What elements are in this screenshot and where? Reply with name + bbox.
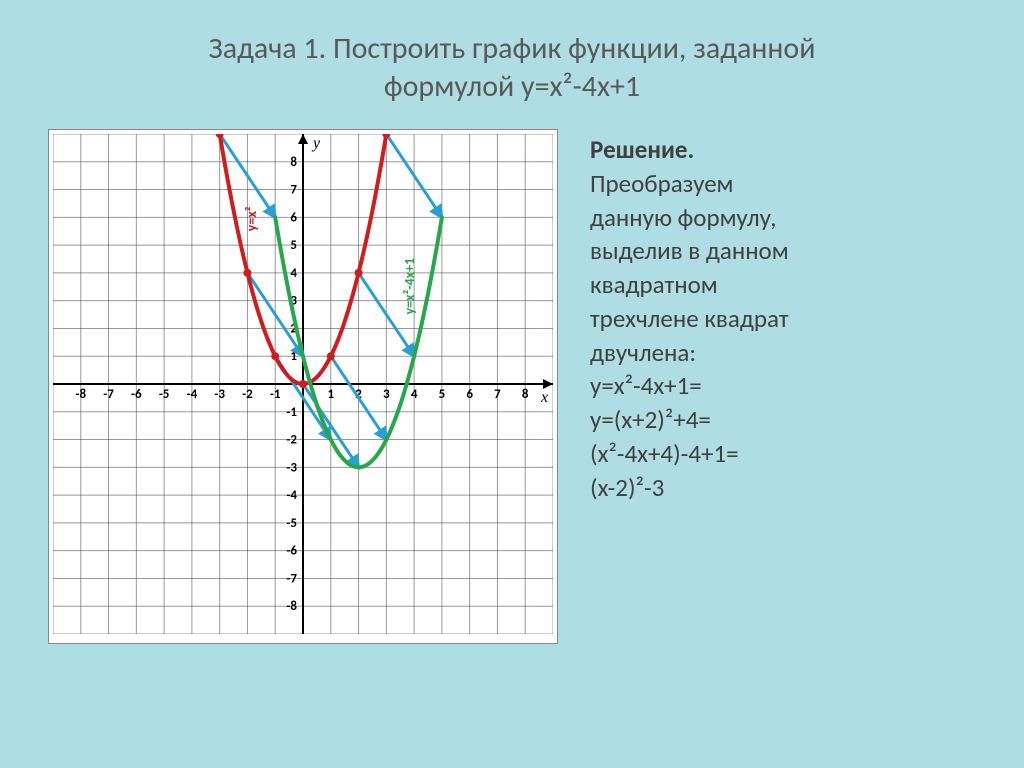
svg-text:8: 8 (290, 155, 297, 170)
svg-text:6: 6 (290, 210, 297, 225)
svg-text:x: x (540, 389, 548, 406)
solution-line: двучлена: (590, 336, 976, 370)
svg-text:4: 4 (290, 266, 297, 281)
svg-text:y=x²-4x+1: y=x²-4x+1 (401, 258, 418, 315)
svg-text:-3: -3 (286, 460, 297, 475)
solution-line: Преобразуем (590, 167, 976, 201)
svg-text:-4: -4 (187, 387, 198, 402)
solution-body: Преобразуемданную формулу,выделив в данн… (590, 167, 976, 505)
svg-text:1: 1 (327, 387, 334, 402)
svg-text:7: 7 (290, 183, 297, 198)
chart-container: -8-7-6-5-4-3-2-112345678-8-7-6-5-4-3-2-1… (48, 129, 558, 644)
svg-text:-4: -4 (286, 488, 297, 503)
solution-line: (x²-4x+4)-4+1= (590, 437, 976, 471)
solution-line: квадратном (590, 268, 976, 302)
title-line-2: формулой y=x²-4x+1 (48, 68, 976, 106)
svg-text:1: 1 (290, 349, 297, 364)
svg-text:-8: -8 (286, 599, 297, 614)
solution-line: трехчлене квадрат (590, 302, 976, 336)
svg-text:-3: -3 (214, 387, 225, 402)
svg-text:8: 8 (522, 387, 529, 402)
svg-text:-2: -2 (286, 433, 297, 448)
solution-line: y=(x+2)²+4= (590, 403, 976, 437)
svg-text:4: 4 (411, 387, 418, 402)
solution-line: y=x²-4x+1= (590, 369, 976, 403)
svg-text:-2: -2 (242, 387, 253, 402)
function-graph: -8-7-6-5-4-3-2-112345678-8-7-6-5-4-3-2-1… (53, 134, 553, 634)
svg-text:-8: -8 (75, 387, 86, 402)
svg-text:-7: -7 (286, 571, 297, 586)
solution-line: (x-2)²-3 (590, 471, 976, 505)
svg-text:6: 6 (466, 387, 473, 402)
solution-line: выделив в данном (590, 234, 976, 268)
svg-text:7: 7 (494, 387, 501, 402)
svg-text:-1: -1 (286, 405, 297, 420)
svg-text:y: y (311, 135, 321, 152)
slide: Задача 1. Построить график функции, зада… (0, 0, 1024, 768)
svg-text:-5: -5 (159, 387, 170, 402)
content-row: -8-7-6-5-4-3-2-112345678-8-7-6-5-4-3-2-1… (48, 129, 976, 644)
svg-text:3: 3 (383, 387, 390, 402)
svg-text:-6: -6 (286, 544, 297, 559)
svg-text:-1: -1 (270, 387, 281, 402)
svg-text:-7: -7 (103, 387, 114, 402)
svg-text:y=x²: y=x² (243, 206, 260, 231)
slide-title: Задача 1. Построить график функции, зада… (48, 30, 976, 105)
title-line-1: Задача 1. Построить график функции, зада… (48, 30, 976, 68)
solution-text: Решение. Преобразуемданную формулу,выдел… (590, 129, 976, 504)
svg-text:-6: -6 (131, 387, 142, 402)
svg-text:-5: -5 (286, 516, 297, 531)
svg-text:5: 5 (290, 238, 297, 253)
svg-text:5: 5 (439, 387, 446, 402)
solution-header: Решение. (590, 134, 694, 165)
solution-line: данную формулу, (590, 201, 976, 235)
